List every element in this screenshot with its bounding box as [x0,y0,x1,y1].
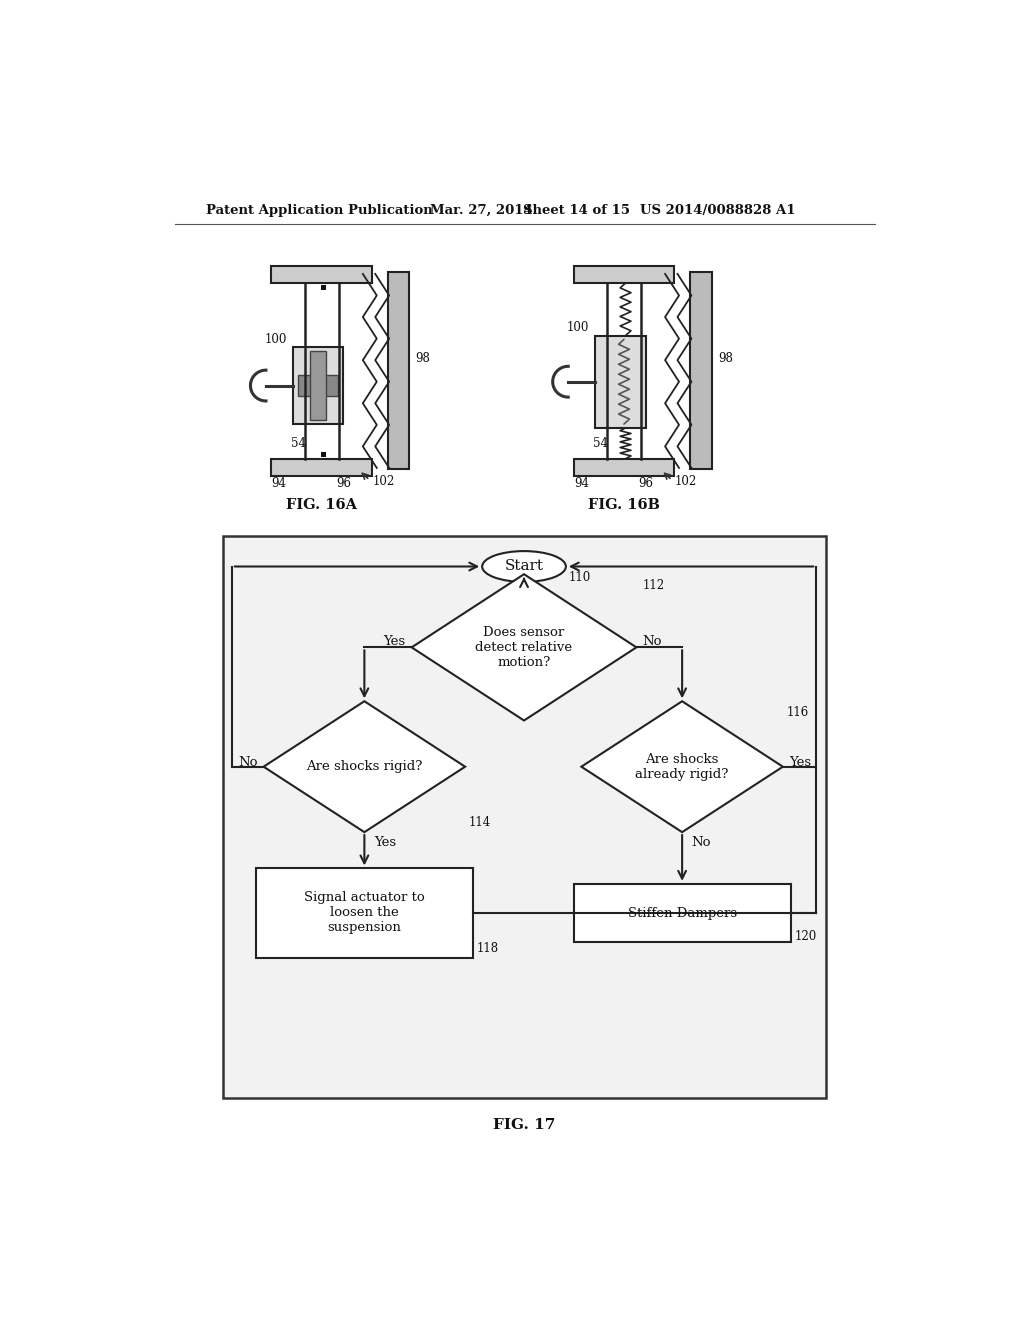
Text: No: No [643,635,663,648]
FancyBboxPatch shape [298,375,338,396]
FancyBboxPatch shape [256,869,473,958]
Text: No: No [691,837,711,850]
Text: FIG. 16A: FIG. 16A [287,498,357,512]
FancyBboxPatch shape [573,267,675,284]
Text: Are shocks rigid?: Are shocks rigid? [306,760,423,774]
Text: 96: 96 [638,477,653,490]
FancyBboxPatch shape [595,335,646,428]
Ellipse shape [482,552,566,582]
Text: 118: 118 [477,942,499,954]
Text: 94: 94 [271,477,287,490]
Text: 98: 98 [416,352,430,366]
Polygon shape [263,701,465,832]
FancyBboxPatch shape [222,536,825,1098]
FancyBboxPatch shape [321,285,327,290]
Text: Yes: Yes [383,635,406,648]
Text: Signal actuator to
loosen the
suspension: Signal actuator to loosen the suspension [304,891,425,935]
FancyBboxPatch shape [271,459,372,475]
Text: 100: 100 [264,333,287,346]
Text: 116: 116 [786,706,809,719]
Text: 114: 114 [469,816,492,829]
Text: Mar. 27, 2014: Mar. 27, 2014 [430,205,534,218]
Text: Patent Application Publication: Patent Application Publication [206,205,432,218]
Text: Stiffen Dampers: Stiffen Dampers [628,907,736,920]
Text: 94: 94 [573,477,589,490]
Text: 54: 54 [291,437,306,450]
Text: Yes: Yes [374,837,396,850]
Text: 112: 112 [643,579,665,593]
Text: 96: 96 [336,477,351,490]
Text: Are shocks
already rigid?: Are shocks already rigid? [636,752,729,780]
FancyBboxPatch shape [293,347,343,424]
Text: Sheet 14 of 15: Sheet 14 of 15 [523,205,630,218]
Text: Yes: Yes [790,756,811,770]
Text: 102: 102 [372,475,394,488]
Text: 102: 102 [675,475,696,488]
Text: 120: 120 [795,929,817,942]
Polygon shape [582,701,783,832]
FancyBboxPatch shape [321,451,327,457]
Text: Does sensor
detect relative
motion?: Does sensor detect relative motion? [475,626,572,669]
FancyBboxPatch shape [573,459,675,475]
Text: FIG. 17: FIG. 17 [493,1118,555,1131]
FancyBboxPatch shape [690,272,712,470]
FancyBboxPatch shape [310,351,326,420]
Text: No: No [238,756,257,770]
FancyBboxPatch shape [573,884,791,942]
Text: 110: 110 [569,570,591,583]
Polygon shape [412,574,636,721]
Text: US 2014/0088828 A1: US 2014/0088828 A1 [640,205,795,218]
Text: Start: Start [505,560,544,573]
FancyBboxPatch shape [271,267,372,284]
Text: FIG. 16B: FIG. 16B [588,498,659,512]
Text: 98: 98 [718,352,732,366]
Text: 100: 100 [566,321,589,334]
Text: 54: 54 [593,437,608,450]
FancyBboxPatch shape [388,272,410,470]
